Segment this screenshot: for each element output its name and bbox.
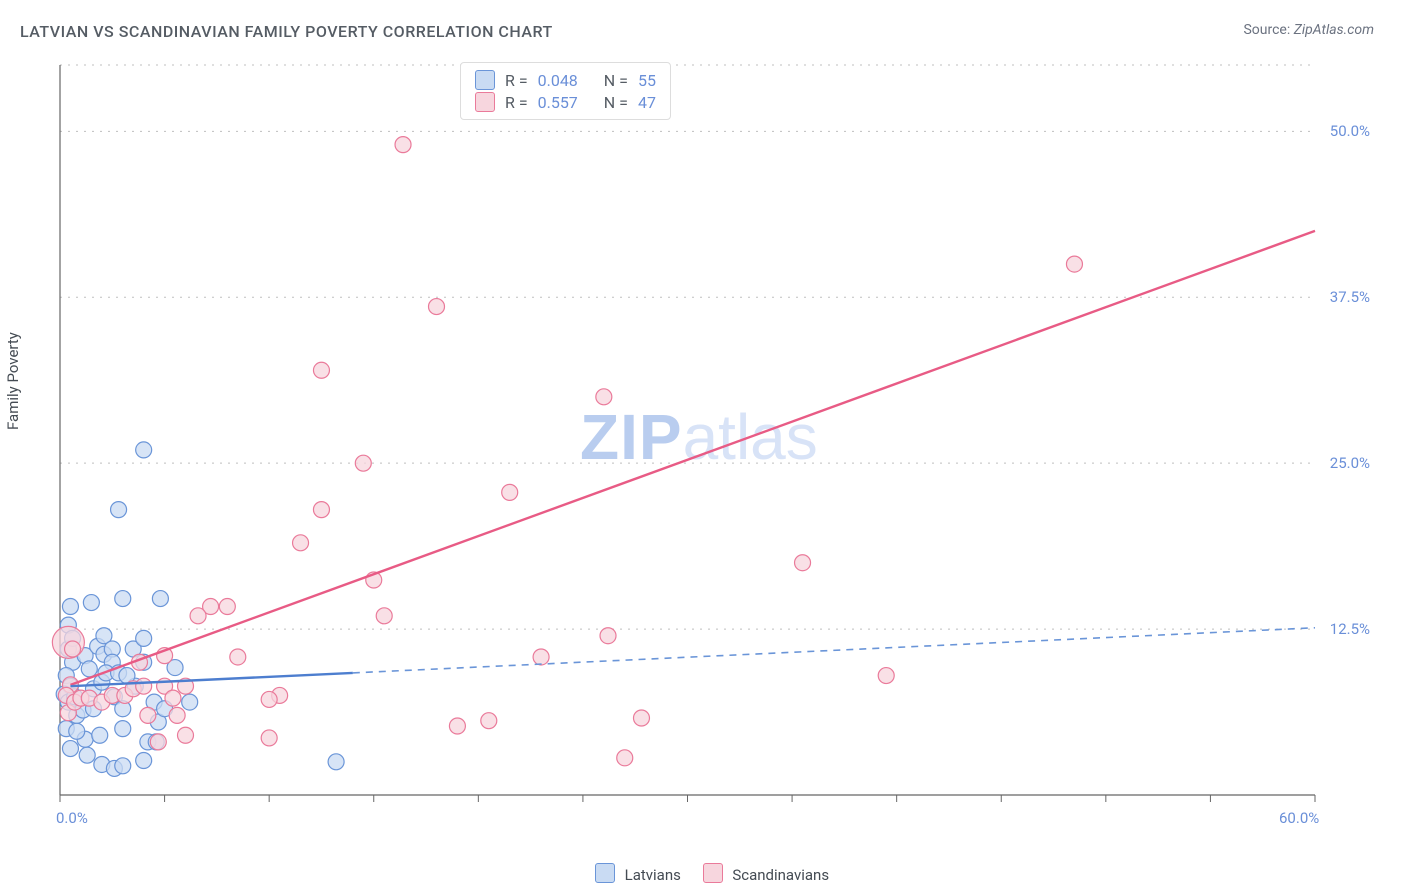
stats-r-value: 0.557: [538, 93, 578, 112]
legend-label-latvians: Latvians: [625, 866, 681, 884]
swatch-scandinavians: [475, 92, 495, 112]
stats-legend-box: R = 0.048 N = 55 R = 0.557 N = 47: [460, 62, 671, 120]
chart-plot-area: [50, 60, 1360, 830]
chart-title: LATVIAN VS SCANDINAVIAN FAMILY POVERTY C…: [20, 22, 553, 41]
swatch-latvians: [475, 70, 495, 90]
stats-r-label: R =: [505, 93, 528, 112]
x-axis-min-label: 0.0%: [56, 809, 88, 827]
legend-swatch-latvians: [595, 863, 615, 883]
page-root: LATVIAN VS SCANDINAVIAN FAMILY POVERTY C…: [0, 0, 1406, 892]
source-site: ZipAtlas.com: [1294, 22, 1374, 38]
source-prefix: Source:: [1243, 22, 1293, 38]
stats-row-scandinavians: R = 0.557 N = 47: [475, 91, 656, 113]
stats-n-label: N =: [604, 71, 628, 90]
source-attribution: Source: ZipAtlas.com: [1243, 22, 1374, 38]
y-axis-label: Family Poverty: [4, 332, 22, 430]
y-gridline-label: 12.5%: [1330, 620, 1370, 638]
x-axis-max-label: 60.0%: [1279, 809, 1319, 827]
legend-label-scandinavians: Scandinavians: [732, 866, 829, 884]
y-gridline-label: 37.5%: [1330, 288, 1370, 306]
y-gridline-label: 25.0%: [1330, 454, 1370, 472]
bottom-legend: Latvians Scandinavians: [0, 863, 1406, 884]
stats-n-value: 47: [638, 93, 656, 112]
y-gridline-label: 50.0%: [1330, 122, 1370, 140]
legend-swatch-scandinavians: [703, 863, 723, 883]
stats-row-latvians: R = 0.048 N = 55: [475, 69, 656, 91]
stats-r-label: R =: [505, 71, 528, 90]
stats-r-value: 0.048: [538, 71, 578, 90]
stats-n-value: 55: [638, 71, 656, 90]
chart-svg: [50, 60, 1360, 830]
stats-n-label: N =: [604, 93, 628, 112]
